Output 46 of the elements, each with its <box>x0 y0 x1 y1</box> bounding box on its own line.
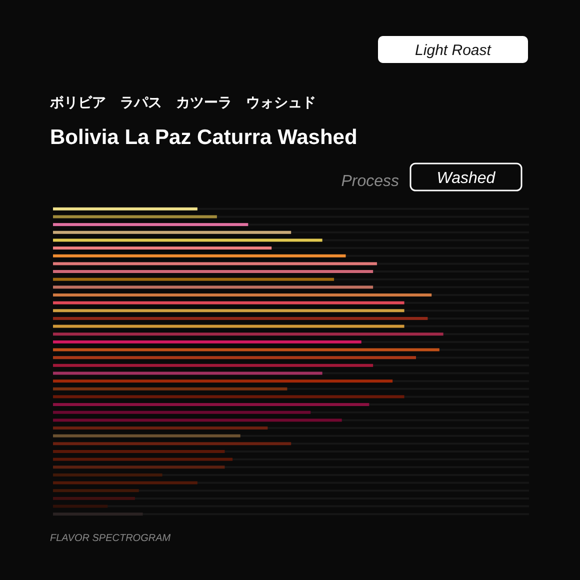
bar <box>53 316 428 320</box>
bar <box>53 286 374 289</box>
bar <box>53 270 374 274</box>
bar <box>53 403 370 406</box>
chart-title: Bolivia La Paz Caturra Washed <box>50 126 358 149</box>
bar <box>53 301 404 304</box>
bar <box>53 238 322 242</box>
text: FLAVOR SPECTROGRAM <box>50 533 172 544</box>
bar <box>53 348 440 352</box>
bar <box>53 434 240 438</box>
bar <box>53 324 404 328</box>
bar <box>53 504 108 508</box>
bar <box>53 458 233 461</box>
bar <box>53 278 334 281</box>
bar <box>53 481 198 484</box>
bar <box>53 426 268 430</box>
bar <box>53 372 322 375</box>
bar <box>53 395 404 398</box>
bar <box>53 496 135 500</box>
bar <box>53 215 217 218</box>
bar <box>53 442 292 446</box>
bar <box>53 473 162 476</box>
bar <box>53 262 377 266</box>
bar <box>53 207 198 210</box>
bar <box>53 466 225 469</box>
bar <box>53 340 362 344</box>
text: Process <box>341 173 399 190</box>
bar <box>53 418 342 422</box>
bar <box>53 356 416 360</box>
bar <box>53 450 225 453</box>
bar <box>53 246 272 250</box>
bar <box>53 254 346 258</box>
bar <box>53 387 288 390</box>
bar <box>53 309 404 312</box>
bar <box>53 364 374 367</box>
text: Light Roast <box>415 42 492 59</box>
chart-subtitle: ボリビア ラパス カツーラ ウォシュド <box>49 94 316 110</box>
bar <box>53 410 311 414</box>
bar <box>53 223 248 226</box>
bar <box>53 512 143 516</box>
bar <box>53 380 393 383</box>
bar <box>53 230 292 234</box>
bar <box>53 489 139 492</box>
bar <box>53 293 432 296</box>
text: Washed <box>436 170 496 187</box>
bar <box>53 332 444 336</box>
